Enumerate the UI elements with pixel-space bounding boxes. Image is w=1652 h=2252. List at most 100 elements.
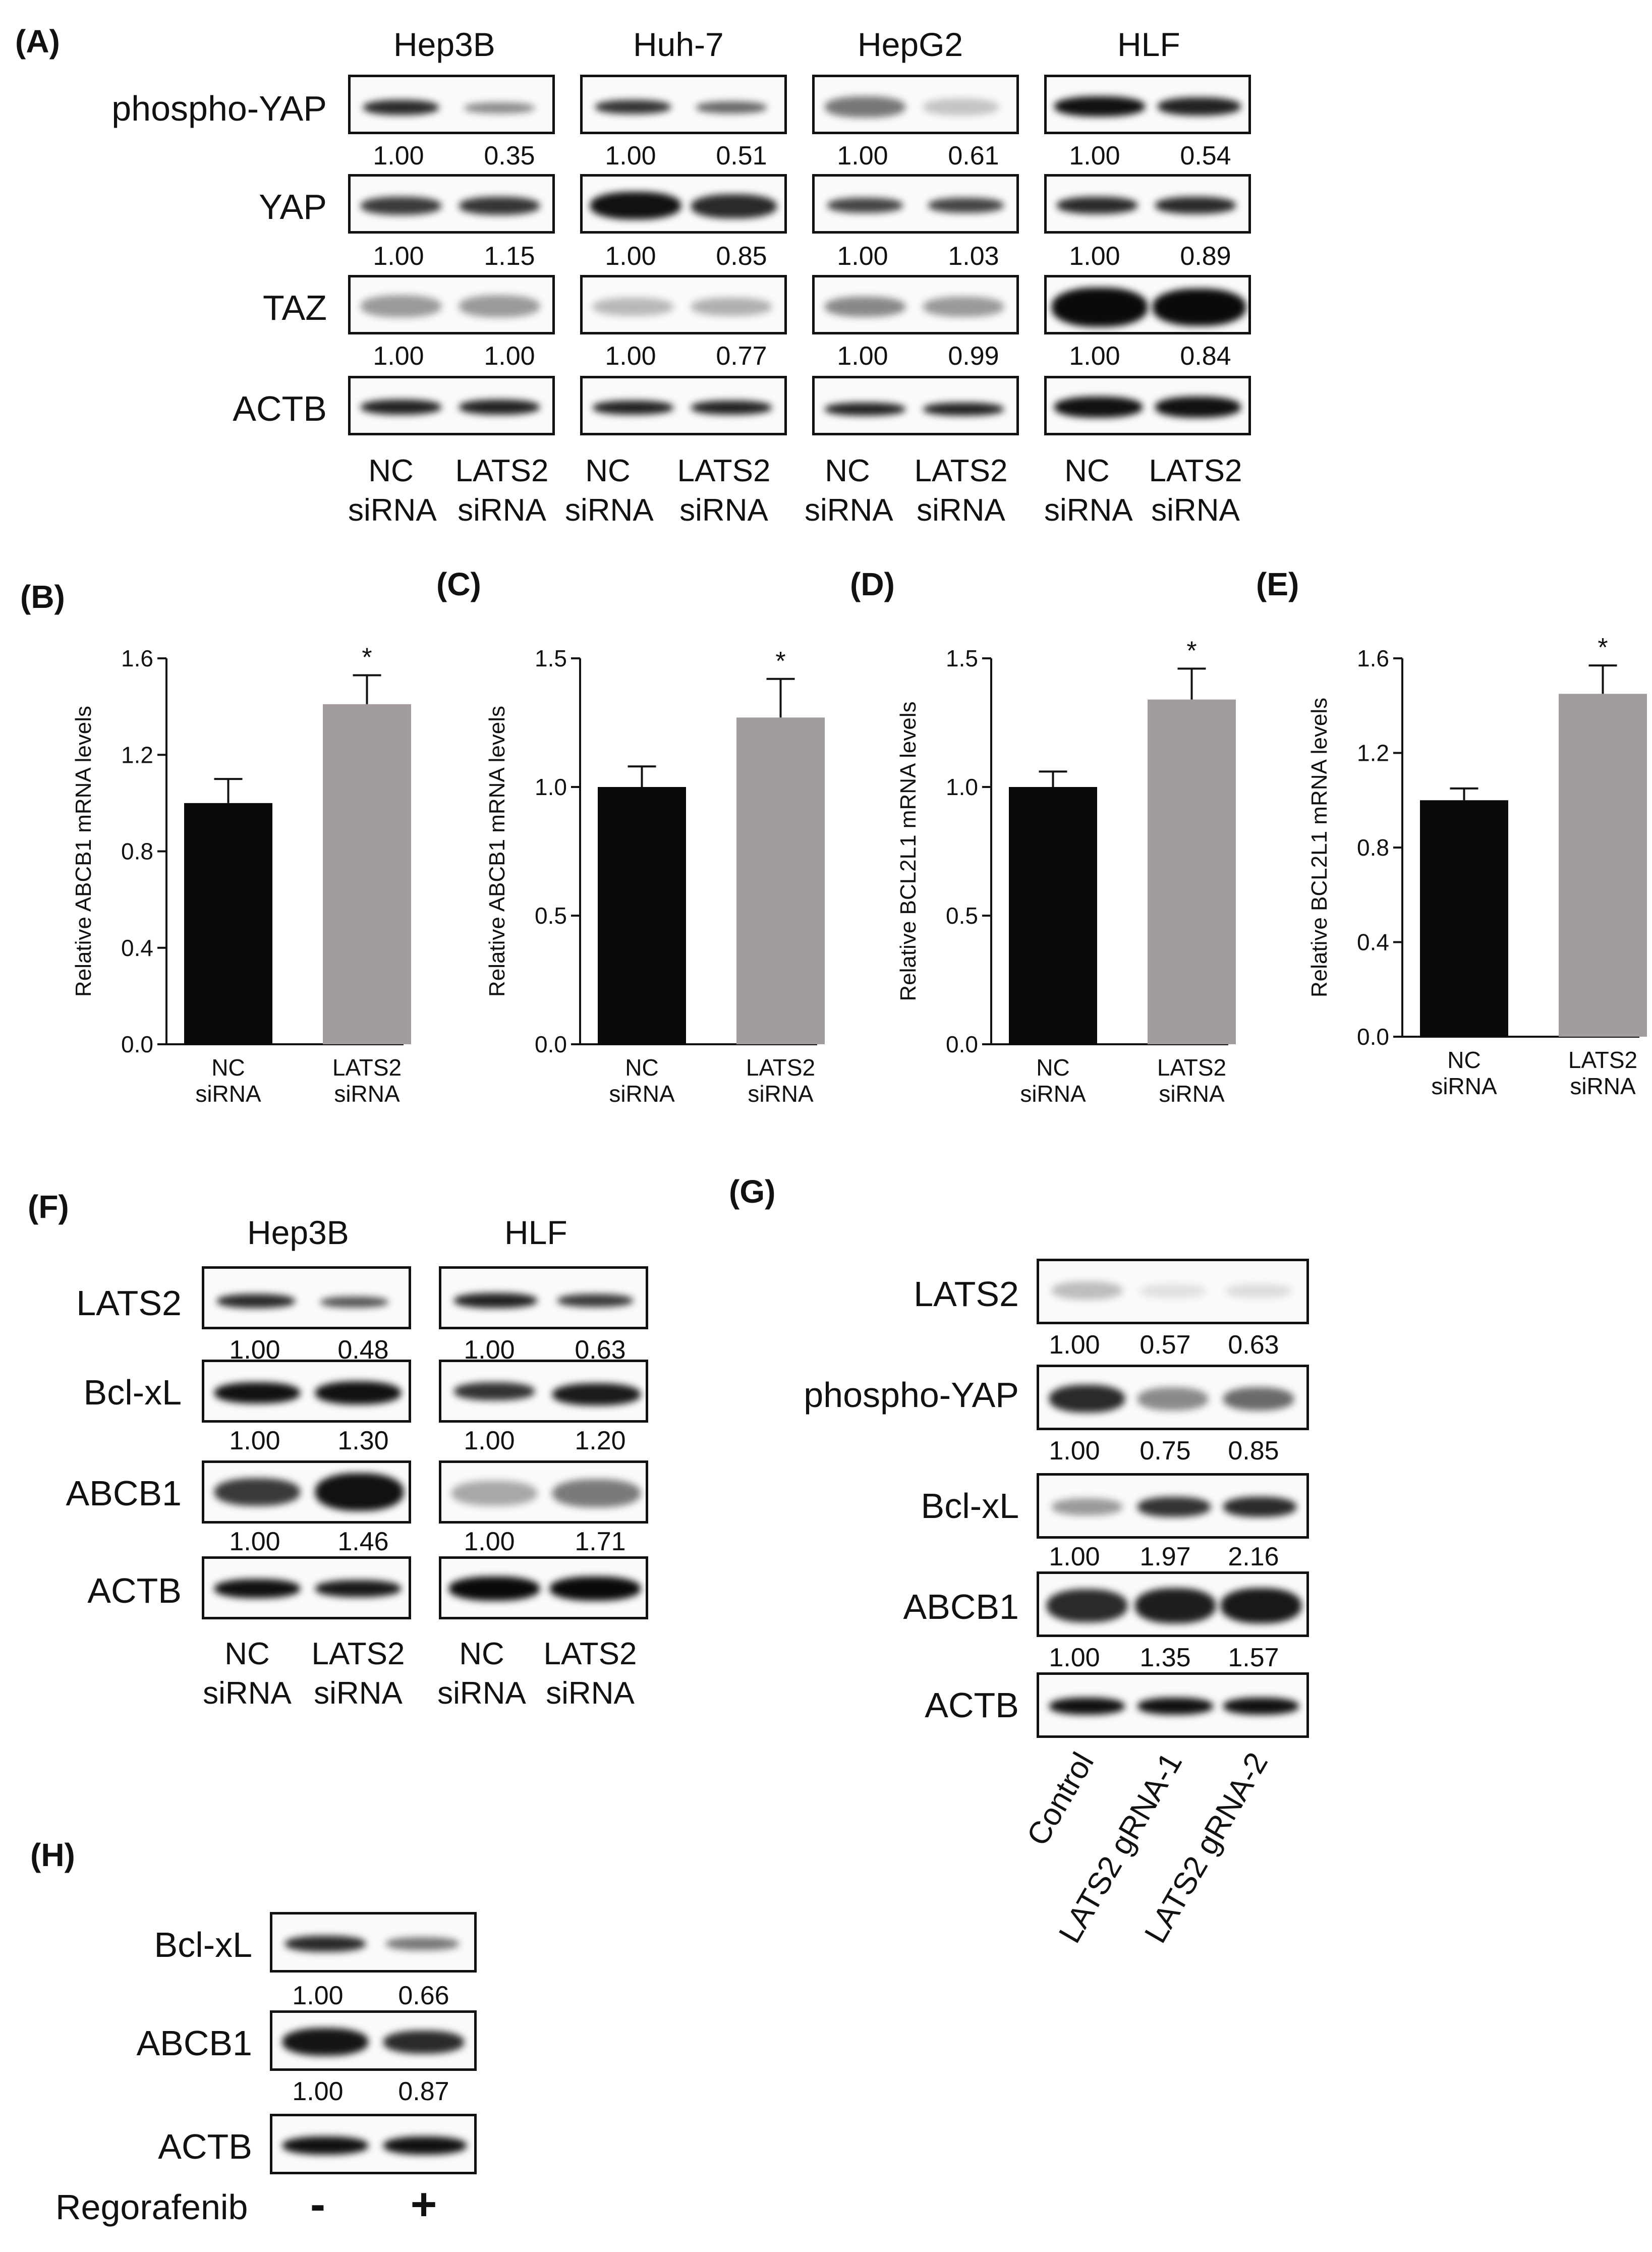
bar xyxy=(1009,787,1097,1044)
blot-hepg2-phospho-yap xyxy=(812,75,1019,134)
x-tick-label: NC siRNA xyxy=(1020,1054,1086,1107)
bar xyxy=(1420,800,1508,1037)
x-tick-label-line: siRNA xyxy=(609,1081,675,1107)
value: 0.35 xyxy=(484,141,535,171)
protein-label-bcl-xl: Bcl-xL xyxy=(921,1486,1019,1526)
blot-f-hep3b-bcl-xl xyxy=(202,1360,411,1423)
blot-g-lats2 xyxy=(1037,1259,1309,1324)
y-tick-label: 0.0 xyxy=(121,1031,153,1057)
y-tick-label: 0.4 xyxy=(1357,929,1389,955)
y-tick-label: 0.0 xyxy=(535,1031,567,1057)
value: 1.00 xyxy=(292,1981,344,2010)
value: 1.03 xyxy=(948,242,999,271)
value: 1.20 xyxy=(575,1426,626,1455)
value: 0.85 xyxy=(716,242,767,271)
value: 1.00 xyxy=(464,1527,515,1556)
significance-marker: * xyxy=(775,647,785,676)
protein-label-lats2: LATS2 xyxy=(914,1274,1019,1314)
lane-label-lats2-sirna: LATS2 siRNA xyxy=(543,1637,637,1711)
blot-f-hlf-lats2 xyxy=(439,1266,648,1329)
lane-label-nc-sirna: NC siRNA xyxy=(565,454,654,528)
y-tick-label: 0.0 xyxy=(1357,1024,1389,1050)
value: 0.54 xyxy=(1180,141,1231,171)
x-tick-label: NC siRNA xyxy=(1431,1047,1497,1099)
x-tick-label-line: siRNA xyxy=(748,1081,814,1107)
blot-f-hlf-actb xyxy=(439,1556,648,1619)
lane-label-lats2-sirna: LATS2 siRNA xyxy=(677,454,771,528)
y-tick-label: 1.5 xyxy=(946,645,978,671)
value: 1.00 xyxy=(1049,1643,1100,1672)
protein-label-yap: YAP xyxy=(259,187,327,227)
value: 0.63 xyxy=(1228,1330,1279,1360)
x-tick-label: NC siRNA xyxy=(195,1054,261,1107)
x-tick-label-line: siRNA xyxy=(195,1081,261,1107)
panel-g-label: (G) xyxy=(729,1173,776,1210)
protein-label-lats2: LATS2 xyxy=(76,1283,182,1323)
y-tick-label: 1.6 xyxy=(121,645,153,671)
value: 1.00 xyxy=(837,141,888,171)
blot-hlf-taz xyxy=(1044,275,1251,334)
value: 0.85 xyxy=(1228,1436,1279,1466)
x-tick-label-line: siRNA xyxy=(1020,1081,1086,1107)
value: 0.87 xyxy=(398,2077,449,2106)
bar xyxy=(1148,699,1236,1044)
panel-g-lane-labels: Control LATS2 gRNA-1 LATS2 gRNA-2 xyxy=(1020,1747,1275,1949)
y-tick-label: 0.4 xyxy=(121,935,153,961)
treatment-label-regorafenib: Regorafenib xyxy=(55,2187,248,2227)
x-tick-label-line: siRNA xyxy=(1570,1073,1636,1099)
cell-line-hep3b: Hep3B xyxy=(393,26,495,63)
x-tick-label-line: NC xyxy=(1447,1047,1480,1073)
protein-label-taz: TAZ xyxy=(262,288,327,327)
bar xyxy=(598,787,686,1044)
value: 1.00 xyxy=(373,141,424,171)
blot-hepg2-yap xyxy=(812,174,1019,234)
bar xyxy=(736,717,825,1044)
value: 2.16 xyxy=(1228,1542,1279,1571)
x-tick-label-line: NC xyxy=(211,1054,245,1081)
protein-label-actb: ACTB xyxy=(87,1571,182,1610)
value: 1.00 xyxy=(1069,242,1120,271)
y-tick-label: 1.2 xyxy=(121,742,153,768)
value: 1.00 xyxy=(605,342,656,371)
cell-line-huh7: Huh-7 xyxy=(633,26,724,63)
value: 1.00 xyxy=(837,242,888,271)
value: 1.00 xyxy=(229,1527,280,1556)
x-tick-label-line: NC xyxy=(625,1054,658,1081)
x-tick-label-line: LATS2 xyxy=(1157,1054,1226,1081)
lane-label-nc-sirna: NC siRNA xyxy=(805,454,893,528)
y-tick-label: 0.5 xyxy=(946,903,978,929)
y-tick-label: 1.2 xyxy=(1357,740,1389,766)
value: 1.00 xyxy=(605,141,656,171)
value: 1.30 xyxy=(337,1426,389,1455)
lane-label-lats2-sirna: LATS2 siRNA xyxy=(311,1637,405,1711)
blot-hlf-phospho-yap xyxy=(1044,75,1251,134)
panel-a-label: (A) xyxy=(15,23,60,60)
y-axis-label: Relative BCL2L1 mRNA levels xyxy=(1307,698,1332,997)
value: 1.00 xyxy=(373,342,424,371)
bar xyxy=(323,704,411,1044)
blot-h-abcb1 xyxy=(270,2010,477,2071)
blot-hepg2-actb xyxy=(812,376,1019,435)
value: 1.00 xyxy=(464,1335,515,1365)
value: 0.61 xyxy=(948,141,999,171)
value: 0.99 xyxy=(948,342,999,371)
protein-label-bcl-xl: Bcl-xL xyxy=(83,1373,182,1412)
protein-label-abcb1: ABCB1 xyxy=(66,1474,182,1513)
blot-huh7-phospho-yap xyxy=(580,75,787,134)
blot-g-phospho-yap xyxy=(1037,1365,1309,1430)
protein-label-bcl-xl: Bcl-xL xyxy=(154,1925,252,1964)
cell-line-hepg2: HepG2 xyxy=(858,26,963,63)
value: 1.46 xyxy=(337,1527,389,1556)
y-tick-label: 1.0 xyxy=(535,774,567,800)
blot-hep3b-taz xyxy=(348,275,555,334)
blot-h-bcl-xl xyxy=(270,1912,477,1973)
y-tick-label: 1.0 xyxy=(946,774,978,800)
value: 1.15 xyxy=(484,242,535,271)
lane-label-control: Control xyxy=(1020,1747,1101,1852)
y-axis-label: Relative ABCB1 mRNA levels xyxy=(71,706,96,997)
protein-label-actb: ACTB xyxy=(233,389,327,428)
value: 0.77 xyxy=(716,342,767,371)
lane-label-minus: - xyxy=(310,2179,325,2230)
value: 0.75 xyxy=(1140,1436,1191,1466)
value: 1.00 xyxy=(229,1335,280,1365)
